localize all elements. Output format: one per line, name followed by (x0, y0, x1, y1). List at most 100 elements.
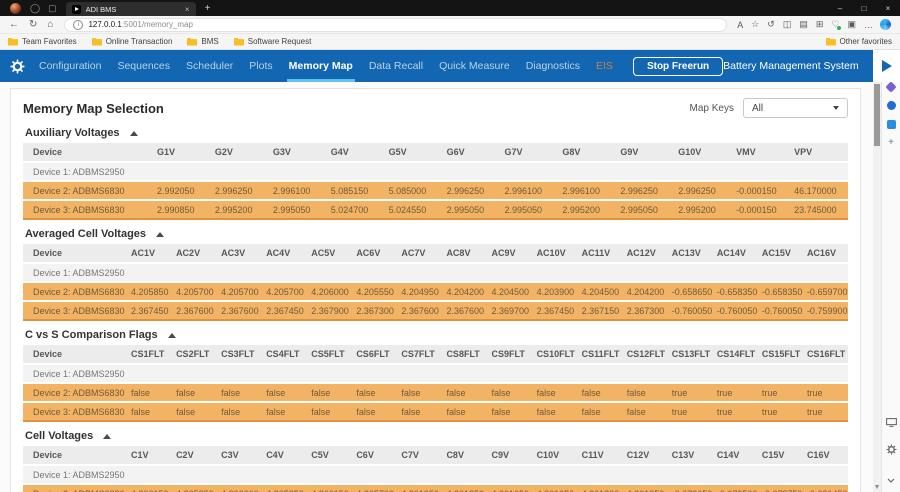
workspaces-icon[interactable]: ◯ (30, 3, 41, 13)
table-row[interactable]: Device 2: ADBMS6830 4.205850 4.205700 4.205… (23, 283, 848, 300)
value-cell: 4.205850 (131, 286, 169, 297)
table-row[interactable]: Device 2: ADBMS6830 2.992050 2.996250 2.996… (23, 182, 848, 199)
column-header: C1V (131, 450, 149, 460)
settings-gear-icon[interactable] (10, 58, 25, 74)
screen-share-icon[interactable] (885, 414, 897, 432)
table-row[interactable]: Device 2: ADBMS68304.2061504.2058504.206… (23, 485, 848, 492)
column-header: AC11V (581, 248, 611, 258)
column-header: Device (33, 248, 63, 258)
table-header-row: Device C1V C2V C3V C4V C5V C6V C7V C8V C9V C10V C11… (23, 446, 848, 464)
value-cell: false (536, 406, 556, 417)
device-cell: Device 2: ADBMS6830 (23, 489, 127, 492)
bookmark-software-request[interactable]: Software Request (233, 37, 311, 46)
folder-icon (825, 38, 836, 46)
value-cell: 2.367600 (401, 305, 439, 316)
nav-item-data-recall[interactable]: Data Recall (368, 60, 424, 72)
scrollbar-thumb[interactable] (874, 84, 880, 146)
bookmark-online-transaction[interactable]: Online Transaction (91, 37, 172, 46)
more-icon[interactable]: … (864, 19, 873, 30)
table-row[interactable]: Device 3: ADBMS6830 2.990850 2.995200 2.995… (23, 201, 848, 220)
table-row[interactable]: Device 1: ADBMS2950 (23, 264, 848, 281)
scrollbar-down-icon[interactable] (874, 485, 879, 489)
table-row[interactable]: Device 1: ADBMS2950 (23, 163, 848, 180)
folder-icon (91, 38, 102, 46)
minimize-button[interactable]: – (837, 3, 843, 13)
tab-actions-icon[interactable]: ▢ (48, 3, 57, 13)
value-cell: 4.201950 (397, 489, 442, 492)
collapse-sidebar-icon[interactable] (887, 470, 895, 488)
nav-item-configuration[interactable]: Configuration (39, 60, 102, 72)
nav-item-sequences[interactable]: Sequences (117, 60, 171, 72)
home-icon[interactable]: ⌂ (47, 19, 54, 30)
table-row[interactable]: Device 2: ADBMS6830 false false false false f… (23, 384, 848, 401)
app-brand: Battery Management System (723, 60, 859, 72)
bookmark-bms[interactable]: BMS (187, 37, 219, 46)
back-icon[interactable]: ← (9, 19, 19, 30)
copilot-icon[interactable] (880, 19, 891, 30)
tab-close-icon[interactable]: × (184, 4, 190, 14)
read-aloud-icon[interactable]: A (737, 19, 744, 30)
column-header: C8V (446, 450, 464, 460)
value-cell: 2.995050 (504, 204, 543, 215)
column-header: CS14FLT (716, 349, 756, 359)
split-screen-icon[interactable]: ◫ (782, 19, 792, 29)
nav-item-diagnostics[interactable]: Diagnostics (525, 60, 580, 72)
value-cell: -0.659700 (806, 286, 848, 297)
value-cell: 4.205700 (221, 286, 259, 297)
sidebar-settings-icon[interactable] (885, 442, 897, 460)
column-header: G3V (272, 147, 291, 157)
table-row[interactable]: Device 3: ADBMS6830 false false false false f… (23, 403, 848, 422)
drop-icon[interactable]: ▣ (847, 19, 856, 29)
table-row[interactable]: Device 1: ADBMS2950 (23, 365, 848, 382)
nav-item-memory-map[interactable]: Memory Map (286, 50, 356, 82)
collections-icon[interactable]: ⊞ (815, 19, 824, 29)
essentials-icon[interactable]: ♡ (827, 19, 843, 30)
nav-item-plots[interactable]: Plots (249, 60, 273, 72)
refresh-icon[interactable]: ↻ (29, 19, 38, 30)
table-row[interactable]: Device 3: ADBMS6830 2.367450 2.367600 2.367… (23, 302, 848, 321)
column-header: CS16FLT (806, 349, 846, 359)
value-cell: 4.204200 (446, 286, 484, 297)
collapse-icon[interactable] (156, 231, 165, 237)
section-toggle-averaged-cell-voltages[interactable]: Averaged Cell Voltages (23, 227, 848, 241)
value-cell: false (221, 406, 241, 417)
address-bar[interactable]: i 127.0.0.1:5001/memory_map (64, 17, 728, 32)
camera-icon[interactable] (886, 120, 896, 129)
nav-item-quick-measure[interactable]: Quick Measure (439, 60, 510, 72)
section-toggle-auxiliary-voltages[interactable]: Auxiliary Voltages (23, 126, 848, 140)
value-cell: 4.201800 (578, 489, 623, 492)
column-header: G10V (678, 147, 702, 157)
url-host: 127.0.0.1 (88, 20, 122, 29)
nav-item-scheduler[interactable]: Scheduler (186, 60, 234, 72)
favorites-list-icon[interactable]: ▤ (799, 19, 808, 29)
site-info-icon[interactable]: i (73, 19, 84, 30)
collapse-icon[interactable] (129, 130, 138, 136)
browser-tab[interactable]: ADI BMS × (65, 2, 196, 16)
bookmark-team-favorites[interactable]: Team Favorites (8, 37, 77, 46)
new-tab-button[interactable]: + (204, 2, 211, 14)
history-icon[interactable]: ↺ (767, 19, 775, 29)
column-header: AC16V (806, 248, 836, 258)
value-cell: 4.201650 (488, 489, 533, 492)
page-scrollbar[interactable] (873, 82, 881, 492)
value-cell: 2.996250 (620, 185, 658, 196)
nav-item-eis[interactable]: EIS (596, 60, 613, 72)
collapse-icon[interactable] (167, 332, 176, 338)
folder-icon (233, 38, 244, 46)
profile-avatar[interactable] (10, 2, 21, 14)
app-gear-icon[interactable] (886, 101, 896, 110)
section-toggle-cell-voltages[interactable]: Cell Voltages (23, 429, 848, 443)
maximize-button[interactable]: □ (861, 3, 867, 13)
other-favorites-folder[interactable]: Other favorites (825, 37, 892, 46)
map-keys-select[interactable]: All (743, 98, 848, 118)
close-button[interactable]: × (885, 3, 891, 13)
app-purple-icon[interactable] (885, 81, 897, 93)
section-toggle-c-vs-s-comparison-flags[interactable]: C vs S Comparison Flags (23, 328, 848, 342)
collapse-icon[interactable] (103, 433, 112, 439)
stop-freerun-button[interactable]: Stop Freerun (632, 56, 724, 76)
value-cell: 4.206150 (307, 489, 352, 492)
add-icon[interactable]: + (888, 137, 894, 148)
value-cell: 46.170000 (794, 185, 837, 196)
favorite-star-icon[interactable]: ☆ (751, 19, 760, 29)
table-row[interactable]: Device 1: ADBMS2950 (23, 466, 848, 483)
